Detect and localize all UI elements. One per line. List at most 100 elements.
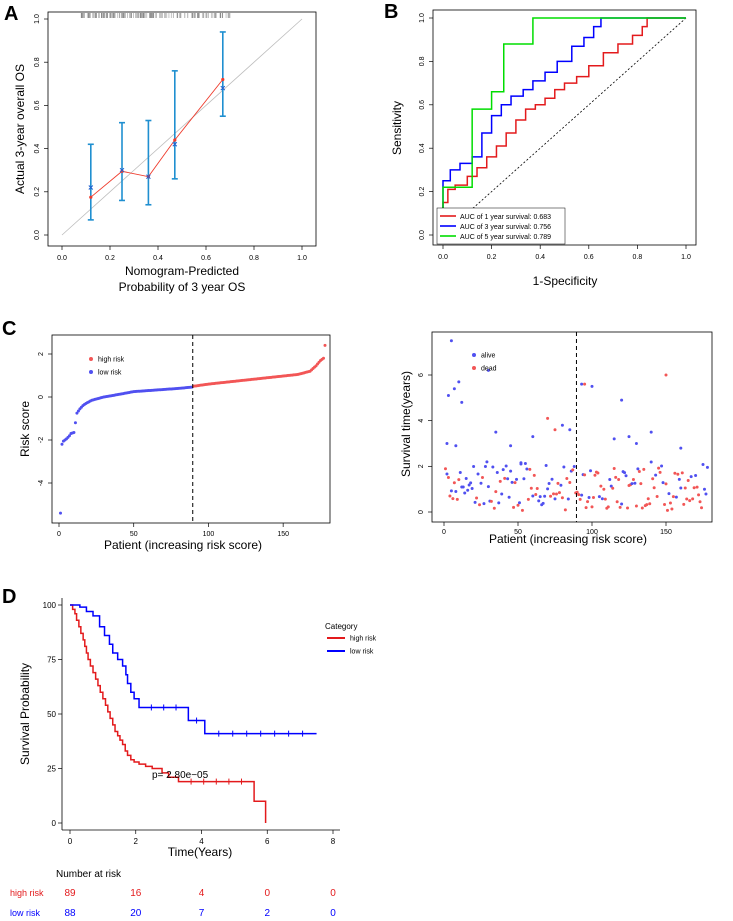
survival-point-alive xyxy=(624,474,628,478)
survival-point-dead xyxy=(639,482,643,486)
risk-score-ytick-label: 2 xyxy=(38,352,45,356)
risk-table-cell: 7 xyxy=(199,908,205,919)
survival-point-dead xyxy=(451,497,455,501)
km-p-value: p= 2.80e−05 xyxy=(152,770,209,781)
km-xtick-label: 2 xyxy=(134,837,139,846)
calibration-corrected-point xyxy=(119,167,125,173)
survival-point-alive xyxy=(634,442,638,445)
risk-score-ylabel: Risk score xyxy=(18,401,32,457)
survival-point-dead xyxy=(657,466,661,470)
calibration-observed-point xyxy=(173,138,177,142)
survival-point-alive xyxy=(479,481,483,485)
roc-ytick-label: 0.2 xyxy=(419,187,426,197)
calibration-ideal-line xyxy=(61,18,303,236)
km-ytick-label: 100 xyxy=(43,601,57,610)
survival-point-dead xyxy=(534,493,538,497)
survival-point-dead xyxy=(535,486,539,490)
risk-table-cell: 4 xyxy=(199,888,205,899)
survival-point-dead xyxy=(642,467,646,471)
roc-xtick-label: 0.4 xyxy=(535,254,545,261)
survival-time-xtick-label: 0 xyxy=(442,529,446,536)
survival-point-dead xyxy=(586,500,590,504)
survival-point-dead xyxy=(682,502,686,506)
survival-point-alive xyxy=(559,483,563,487)
calibration-ytick-label: 0.4 xyxy=(34,144,41,154)
survival-point-dead xyxy=(612,466,616,470)
survival-point-dead xyxy=(457,478,461,482)
survival-point-alive xyxy=(525,467,529,471)
survival-point-dead xyxy=(575,490,579,494)
survival-point-alive xyxy=(562,465,566,469)
survival-point-alive xyxy=(620,398,624,402)
km-plot: 0 2 4 6 8 0 25 50 75 100 Category high risk low r… xyxy=(10,598,377,919)
risk-table-row-label: high risk xyxy=(10,888,44,898)
calibration-xtick-label: 0.8 xyxy=(249,255,259,262)
survival-point-dead xyxy=(663,502,667,506)
survival-point-dead xyxy=(503,476,507,480)
survival-point-alive xyxy=(464,476,468,480)
survival-point-alive xyxy=(517,501,521,505)
survival-point-alive xyxy=(689,475,693,479)
survival-point-alive xyxy=(445,472,449,476)
calibration-xlabel-line2: Probability of 3 year OS xyxy=(119,280,246,294)
survival-point-alive xyxy=(623,471,627,475)
survival-point-alive xyxy=(461,485,465,489)
roc-legend-5yr: AUC of 5 year survival: 0.789 xyxy=(460,234,551,241)
survival-point-alive xyxy=(476,472,480,476)
survival-point-alive xyxy=(457,380,461,384)
survival-point-alive xyxy=(531,435,535,439)
survival-point-alive xyxy=(454,444,458,448)
survival-point-alive xyxy=(633,481,637,485)
calibration-corrected-point xyxy=(172,141,178,147)
roc-plot: 0.0 0.2 0.4 0.6 0.8 1.0 0.0 0.2 0.4 0.6 0.8 1.0 AUC… xyxy=(390,9,697,288)
survival-point-dead xyxy=(606,505,610,509)
km-ytick-label: 0 xyxy=(52,819,57,828)
survival-point-dead xyxy=(448,494,452,498)
survival-point-dead xyxy=(478,503,482,507)
survival-point-alive xyxy=(537,499,541,503)
roc-ytick-label: 0.0 xyxy=(419,230,426,240)
km-xtick-label: 6 xyxy=(265,837,270,846)
calibration-corrected-point xyxy=(88,185,94,190)
calibration-ytick-label: 0.2 xyxy=(34,187,41,197)
calibration-plot-frame xyxy=(47,11,317,247)
survival-point-alive xyxy=(580,382,584,386)
survival-point-alive xyxy=(515,477,519,481)
survival-point-dead xyxy=(691,497,695,501)
risk-point-high xyxy=(322,356,326,360)
roc-xtick-label: 0.0 xyxy=(438,254,448,261)
km-xtick-label: 4 xyxy=(199,837,204,846)
survival-point-alive xyxy=(701,463,705,467)
survival-time-xtick-label: 150 xyxy=(660,529,672,536)
calibration-corrected-point xyxy=(220,85,226,91)
calibration-xtick-label: 0.4 xyxy=(153,255,163,262)
roc-chance-line xyxy=(442,17,687,236)
roc-plot-frame xyxy=(432,9,697,246)
survival-point-dead xyxy=(455,497,459,501)
status-legend-dead: dead xyxy=(481,366,497,373)
survival-point-alive xyxy=(572,464,576,468)
survival-point-dead xyxy=(516,503,520,507)
survival-point-dead xyxy=(671,495,675,499)
survival-point-alive xyxy=(667,492,671,496)
status-legend-dead-dot xyxy=(472,366,476,370)
roc-ytick-label: 0.4 xyxy=(419,143,426,153)
survival-point-alive xyxy=(544,464,548,468)
calibration-observed-point xyxy=(221,77,225,82)
calibration-observed-line xyxy=(90,79,224,198)
survival-point-alive xyxy=(587,496,591,500)
calibration-xtick-label: 0.0 xyxy=(57,255,67,262)
roc-ytick-label: 0.8 xyxy=(419,56,426,66)
survival-point-alive xyxy=(704,492,708,496)
risk-point-low xyxy=(75,411,79,415)
survival-point-alive xyxy=(654,473,658,477)
risk-table-cell: 2 xyxy=(264,908,270,919)
risk-point-low xyxy=(58,511,62,515)
risk-table-title: Number at risk xyxy=(56,869,122,880)
risk-score-frame xyxy=(51,334,331,524)
roc-ylabel: Sensitivity xyxy=(390,101,404,155)
survival-point-dead xyxy=(615,500,619,504)
roc-xtick-label: 0.8 xyxy=(633,254,643,261)
panel-letter-c: C xyxy=(2,318,16,340)
calibration-ytick-label: 0.8 xyxy=(34,57,41,67)
